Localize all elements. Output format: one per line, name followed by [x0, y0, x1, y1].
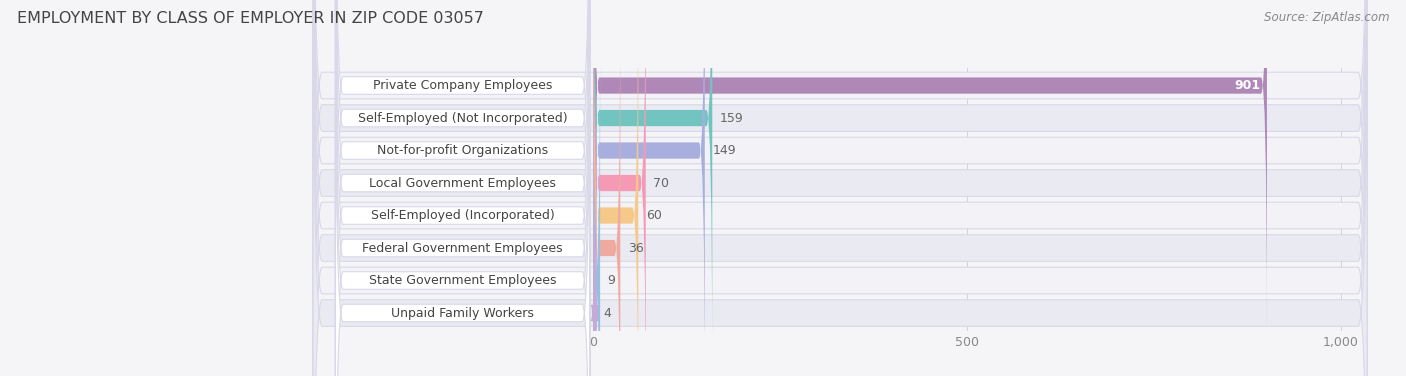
FancyBboxPatch shape: [314, 0, 1367, 376]
Text: Private Company Employees: Private Company Employees: [373, 79, 553, 92]
FancyBboxPatch shape: [336, 0, 589, 376]
Text: 70: 70: [654, 177, 669, 190]
Text: State Government Employees: State Government Employees: [368, 274, 557, 287]
Text: Federal Government Employees: Federal Government Employees: [363, 241, 562, 255]
FancyBboxPatch shape: [336, 0, 589, 376]
FancyBboxPatch shape: [593, 0, 713, 370]
FancyBboxPatch shape: [336, 0, 589, 376]
Text: Unpaid Family Workers: Unpaid Family Workers: [391, 306, 534, 320]
FancyBboxPatch shape: [593, 0, 704, 376]
FancyBboxPatch shape: [593, 0, 620, 376]
FancyBboxPatch shape: [593, 0, 638, 376]
Text: Self-Employed (Incorporated): Self-Employed (Incorporated): [371, 209, 554, 222]
Text: 9: 9: [607, 274, 616, 287]
FancyBboxPatch shape: [593, 0, 1267, 337]
Text: Local Government Employees: Local Government Employees: [370, 177, 555, 190]
Text: EMPLOYMENT BY CLASS OF EMPLOYER IN ZIP CODE 03057: EMPLOYMENT BY CLASS OF EMPLOYER IN ZIP C…: [17, 11, 484, 26]
FancyBboxPatch shape: [593, 29, 600, 376]
FancyBboxPatch shape: [336, 0, 589, 376]
FancyBboxPatch shape: [336, 0, 589, 376]
Text: Not-for-profit Organizations: Not-for-profit Organizations: [377, 144, 548, 157]
FancyBboxPatch shape: [591, 61, 599, 376]
FancyBboxPatch shape: [336, 0, 589, 376]
Text: Source: ZipAtlas.com: Source: ZipAtlas.com: [1264, 11, 1389, 24]
Text: 901: 901: [1234, 79, 1261, 92]
Text: 60: 60: [645, 209, 662, 222]
FancyBboxPatch shape: [314, 0, 1367, 376]
FancyBboxPatch shape: [314, 0, 1367, 376]
Text: 4: 4: [603, 306, 612, 320]
FancyBboxPatch shape: [593, 0, 645, 376]
Text: 159: 159: [720, 112, 744, 124]
FancyBboxPatch shape: [336, 0, 589, 376]
Text: 149: 149: [713, 144, 735, 157]
FancyBboxPatch shape: [314, 0, 1367, 376]
FancyBboxPatch shape: [336, 0, 589, 376]
FancyBboxPatch shape: [314, 0, 1367, 376]
FancyBboxPatch shape: [314, 0, 1367, 376]
FancyBboxPatch shape: [314, 0, 1367, 376]
Text: Self-Employed (Not Incorporated): Self-Employed (Not Incorporated): [357, 112, 568, 124]
FancyBboxPatch shape: [314, 0, 1367, 376]
Text: 36: 36: [627, 241, 644, 255]
